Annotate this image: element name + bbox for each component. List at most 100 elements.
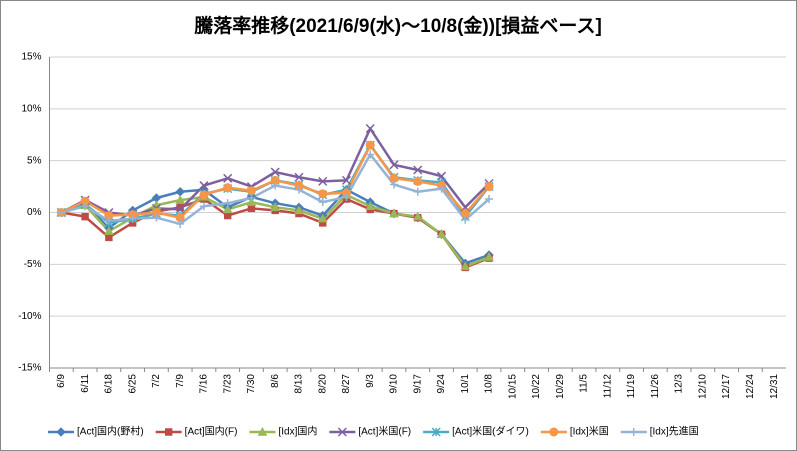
x-tick-label: 11/19 <box>626 374 637 399</box>
marker <box>342 192 351 201</box>
marker <box>81 212 89 221</box>
legend-label: [Act]国内(野村) <box>77 425 144 438</box>
marker <box>223 211 232 220</box>
marker <box>294 185 303 194</box>
legend-label: [Idx]先進国 <box>650 426 699 438</box>
legend-label: [Idx]国内 <box>278 425 317 438</box>
x-tick-label: 9/24 <box>436 374 447 394</box>
x-tick-label: 10/8 <box>484 374 495 394</box>
marker <box>152 213 161 222</box>
chart-title: 騰落率推移(2021/6/9(水)～10/8(金))[損益ベース] <box>193 14 602 37</box>
marker <box>151 208 161 217</box>
x-tick-label: 7/2 <box>151 374 162 388</box>
marker <box>199 181 209 191</box>
y-tick-label: 15% <box>21 52 41 63</box>
marker <box>128 210 138 220</box>
marker <box>485 195 494 204</box>
marker <box>365 140 375 150</box>
marker <box>57 208 66 217</box>
marker <box>223 199 232 208</box>
x-tick-label: 11/12 <box>602 374 613 399</box>
marker <box>176 203 184 212</box>
x-tick-label: 7/9 <box>175 374 186 388</box>
marker <box>175 195 186 204</box>
y-tick-label: 10% <box>21 103 41 114</box>
x-tick-label: 10/1 <box>460 374 471 394</box>
legend-marker <box>431 427 441 437</box>
marker <box>366 150 375 159</box>
marker <box>389 180 398 189</box>
legend-marker <box>56 427 66 437</box>
legend-marker <box>337 427 347 437</box>
legend-marker <box>257 426 268 436</box>
x-tick-label: 11/26 <box>650 374 661 399</box>
legend-label: [Act]米国(ダイワ) <box>452 425 529 438</box>
marker <box>246 186 256 196</box>
x-tick-label: 12/31 <box>769 374 780 399</box>
marker <box>484 182 494 192</box>
x-tick-label: 7/16 <box>199 374 210 394</box>
x-tick-label: 10/22 <box>531 374 542 399</box>
marker <box>484 252 494 261</box>
marker <box>128 214 137 223</box>
x-tick-label: 7/30 <box>246 374 257 394</box>
marker <box>81 202 90 211</box>
marker <box>271 181 280 190</box>
marker <box>341 188 351 198</box>
marker <box>105 233 113 242</box>
y-tick-label: -15% <box>18 363 41 374</box>
x-tick-label: 10/15 <box>507 374 518 399</box>
marker <box>318 176 328 186</box>
y-tick-label: -10% <box>18 311 41 322</box>
legend-label: [Act]米国(F) <box>358 425 411 438</box>
x-tick-label: 8/6 <box>270 374 281 388</box>
legend-marker <box>164 428 173 436</box>
x-tick-label: 8/13 <box>294 374 305 394</box>
y-tick-label: -5% <box>24 259 42 270</box>
x-tick-label: 12/24 <box>745 374 756 399</box>
marker <box>270 202 281 212</box>
marker <box>437 184 446 193</box>
x-tick-label: 9/3 <box>365 374 376 388</box>
marker <box>222 204 233 214</box>
marker <box>413 176 423 186</box>
marker <box>294 205 304 215</box>
marker <box>270 167 280 177</box>
x-tick-label: 7/23 <box>222 374 233 394</box>
marker <box>223 173 233 183</box>
marker <box>412 211 423 221</box>
x-tick-label: 9/10 <box>389 374 400 394</box>
x-tick-label: 9/17 <box>412 374 423 394</box>
y-tick-label: 5% <box>27 155 42 166</box>
marker <box>176 219 185 228</box>
x-tick-label: 10/29 <box>555 374 566 399</box>
marker <box>270 175 280 185</box>
marker <box>413 165 423 175</box>
x-tick-label: 12/10 <box>697 374 708 399</box>
marker <box>247 204 256 213</box>
marker <box>436 229 447 238</box>
marker <box>389 160 399 170</box>
marker <box>318 189 328 199</box>
legend-label: [Act]国内(F) <box>185 425 238 438</box>
marker <box>460 261 471 271</box>
marker <box>80 196 90 206</box>
marker <box>199 190 209 200</box>
marker <box>294 172 304 182</box>
marker <box>247 193 256 202</box>
marker <box>389 173 399 183</box>
legend-marker <box>549 427 559 437</box>
legend-label: [Idx]米国 <box>570 425 609 438</box>
marker <box>460 209 470 219</box>
marker <box>365 201 376 210</box>
marker <box>318 198 327 207</box>
marker <box>104 211 114 221</box>
marker <box>294 181 304 191</box>
x-tick-label: 11/5 <box>579 374 590 393</box>
marker <box>175 213 185 223</box>
marker <box>199 202 208 211</box>
marker <box>389 208 399 218</box>
marker <box>104 226 114 235</box>
x-tick-label: 8/20 <box>317 374 328 394</box>
